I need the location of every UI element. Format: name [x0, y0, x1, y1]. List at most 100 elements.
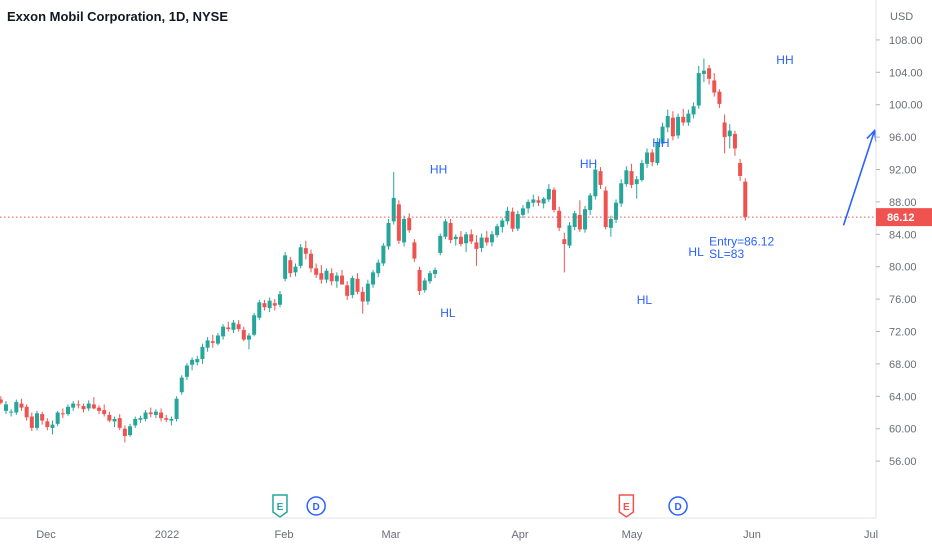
candle	[179, 375, 184, 395]
candle-body	[655, 141, 660, 164]
candle	[562, 232, 567, 273]
candle-body	[365, 283, 370, 302]
candle	[614, 199, 619, 223]
candle-body	[510, 211, 515, 229]
x-tick-label: Jul	[864, 529, 878, 541]
candle-body	[195, 359, 200, 363]
x-tick-label: Dec	[36, 529, 56, 541]
candle	[283, 252, 288, 282]
candle-body	[55, 412, 60, 424]
candle-body	[324, 270, 329, 280]
candle-body	[572, 213, 577, 228]
candle	[288, 256, 293, 278]
candle	[469, 229, 474, 245]
candle-body	[0, 399, 3, 403]
x-tick-label: Mar	[382, 529, 401, 541]
candle-body	[231, 322, 236, 330]
candle-body	[458, 236, 463, 245]
candle	[438, 233, 443, 256]
annotation-label: SL=83	[709, 247, 744, 261]
y-tick-label: 96.00	[889, 132, 917, 144]
candle-body	[562, 239, 567, 245]
candle	[138, 415, 143, 424]
candle	[133, 416, 138, 428]
candle	[122, 425, 127, 443]
candle-body	[624, 170, 629, 185]
y-tick-label: 92.00	[889, 165, 917, 177]
candle	[107, 411, 112, 423]
candle-body	[45, 421, 50, 428]
candle	[479, 233, 484, 253]
candle	[453, 234, 458, 246]
candle	[676, 113, 681, 139]
x-axis[interactable]: Dec 2022 Feb Mar Apr May Jun Jul	[0, 517, 878, 541]
candle-body	[138, 418, 143, 420]
candle	[500, 218, 505, 233]
candle-body	[526, 201, 531, 209]
candle-body	[639, 163, 644, 181]
candle	[489, 231, 494, 247]
candle-body	[350, 278, 355, 296]
candle-body	[407, 218, 412, 231]
y-tick-label: 76.00	[889, 294, 917, 306]
candle-body	[236, 324, 241, 330]
candle	[303, 240, 308, 260]
candle-body	[619, 183, 624, 204]
candle-body	[19, 403, 24, 408]
candle	[536, 196, 541, 206]
candle-body	[283, 255, 288, 279]
candle	[505, 206, 510, 225]
earnings-marker[interactable]: E	[618, 494, 635, 518]
candle	[153, 409, 158, 419]
dividend-marker[interactable]: D	[668, 496, 688, 516]
candle-body	[66, 406, 71, 415]
candle	[24, 404, 29, 421]
candle-body	[107, 414, 112, 421]
candle	[148, 407, 153, 418]
candle-body	[484, 237, 489, 243]
candle	[40, 411, 45, 425]
candle-body	[277, 294, 282, 305]
candle-body	[727, 130, 732, 137]
annotation-label: HH	[776, 53, 793, 67]
candle-body	[334, 275, 339, 282]
candle	[272, 299, 277, 311]
candle-body	[650, 152, 655, 163]
trend-arrow	[842, 130, 876, 226]
candle-body	[91, 404, 96, 409]
candle-body	[340, 275, 345, 285]
candle-body	[210, 341, 215, 343]
candle-body	[252, 315, 257, 335]
candle-body	[360, 291, 365, 302]
candle	[484, 231, 489, 246]
candle-body	[634, 179, 639, 185]
y-axis[interactable]: 108.00 104.00 100.00 96.00 92.00 88.00 84.00 80…	[0, 0, 932, 518]
currency-label: USD	[890, 11, 913, 23]
y-tick-label: 60.00	[889, 424, 917, 436]
candle	[210, 334, 215, 348]
candle	[619, 179, 624, 207]
candle-body	[557, 210, 562, 228]
candle	[634, 175, 639, 199]
x-tick-label: Apr	[511, 529, 528, 541]
candle	[732, 130, 737, 156]
candle	[583, 205, 588, 233]
candle-body	[479, 237, 484, 249]
chart-title: Exxon Mobil Corporation, 1D, NYSE	[7, 9, 228, 24]
candle	[19, 398, 24, 411]
candle	[743, 178, 748, 221]
candle-body	[738, 163, 743, 176]
earnings-marker[interactable]: E	[272, 494, 288, 518]
candle-body	[153, 411, 158, 415]
candle-body	[701, 70, 706, 74]
candle-body	[386, 222, 391, 247]
candle	[541, 197, 546, 209]
dividend-marker[interactable]: D	[306, 496, 326, 516]
candle	[215, 333, 220, 346]
candle	[629, 163, 634, 189]
candle-body	[143, 412, 148, 419]
candle-body	[345, 285, 350, 296]
candle	[14, 399, 19, 415]
